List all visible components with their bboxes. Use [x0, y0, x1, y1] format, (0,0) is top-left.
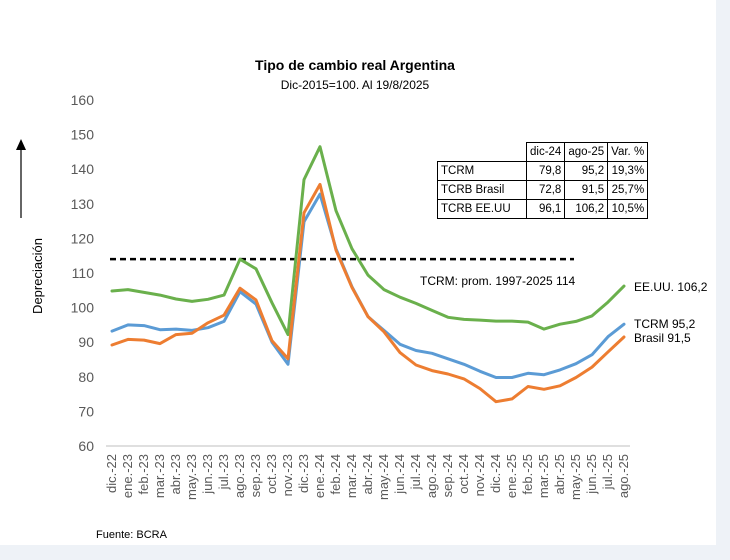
table-cell: 96,1	[525, 199, 566, 219]
table-cell: 79,8	[525, 161, 566, 181]
x-tick-label: mar.-23	[152, 454, 167, 498]
x-tick-label: dic.-24	[488, 454, 503, 493]
series-end-label: Brasil 91,5	[634, 331, 691, 345]
x-tick-label: ene.-23	[120, 454, 135, 498]
x-tick-label: feb.-24	[328, 454, 343, 494]
x-tick-label: jun.-25	[584, 454, 599, 495]
y-tick-label: 130	[71, 196, 95, 212]
table-cell: TCRM	[437, 161, 527, 181]
x-tick-label: ene.-25	[504, 454, 519, 498]
x-tick-label: may.-23	[184, 454, 199, 500]
x-tick-label: mar.-24	[344, 454, 359, 498]
x-tick-label: abr.-23	[168, 454, 183, 494]
y-tick-label: 140	[71, 161, 95, 177]
table-row: TCRB Brasil 72,8 91,5 25,7%	[437, 180, 649, 200]
table-row: TCRB EE.UU 96,1 106,2 10,5%	[437, 199, 649, 219]
y-axis-arrow-head	[16, 139, 26, 150]
series-end-label: EE.UU. 106,2	[634, 280, 708, 294]
x-tick-label: sep.-23	[248, 454, 263, 497]
series-line-brasil	[110, 182, 626, 404]
y-tick-label: 90	[78, 334, 94, 350]
x-tick-label: sep.-24	[440, 454, 455, 497]
x-tick-label: abr.-24	[360, 454, 375, 494]
x-tick-label: jun.-23	[200, 454, 215, 495]
series-end-label: TCRM 95,2	[634, 317, 696, 331]
table-header-cell: ago-25	[564, 142, 609, 162]
chart-subtitle: Dic-2015=100. Al 19/8/2025	[280, 78, 430, 92]
table-cell: 91,5	[564, 180, 609, 200]
y-tick-label: 100	[71, 300, 95, 316]
x-tick-label: may.-25	[568, 454, 583, 500]
x-tick-label: feb.-25	[520, 454, 535, 494]
chart-title: Tipo de cambio real Argentina	[255, 57, 455, 73]
y-tick-label: 120	[71, 230, 95, 246]
x-tick-label: mar.-25	[536, 454, 551, 498]
table-cell: 25,7%	[607, 180, 649, 200]
table-cell: 19,3%	[607, 161, 649, 181]
x-tick-label: dic.-23	[296, 454, 311, 493]
table-cell: 106,2	[564, 199, 609, 219]
x-tick-label: jul.-23	[216, 454, 231, 490]
x-tick-label: may.-24	[376, 454, 391, 500]
x-tick-label: ago.-24	[424, 454, 439, 498]
table-header-cell	[437, 142, 527, 162]
x-tick-label: jun.-24	[392, 454, 407, 495]
table-row: TCRM 79,8 95,2 19,3%	[437, 161, 649, 181]
x-tick-label: feb.-23	[136, 454, 151, 494]
x-tick-label: ago.-25	[616, 454, 631, 498]
table-cell: TCRB EE.UU	[437, 199, 527, 219]
average-line-label: TCRM: prom. 1997-2025 114	[420, 274, 576, 288]
x-tick-label: oct.-23	[264, 454, 279, 494]
series-line-eeuu	[110, 145, 626, 337]
source-note: Fuente: BCRA	[96, 529, 167, 541]
table-cell: 10,5%	[607, 199, 649, 219]
y-axis-label: Depreciación	[30, 238, 45, 314]
table-cell: 95,2	[564, 161, 609, 181]
chart-card	[0, 0, 716, 545]
y-tick-label: 160	[71, 92, 95, 108]
x-tick-label: jul.-24	[408, 454, 423, 490]
table-header-cell: dic-24	[525, 142, 566, 162]
table-cell: 72,8	[525, 180, 566, 200]
x-tick-label: oct.-24	[456, 454, 471, 494]
x-tick-label: ene.-24	[312, 454, 327, 498]
x-tick-label: abr.-25	[552, 454, 567, 494]
y-tick-label: 150	[71, 127, 95, 143]
y-tick-label: 70	[78, 403, 94, 419]
x-tick-label: jul.-25	[600, 454, 615, 490]
table-header-row: dic-24 ago-25 Var. %	[437, 142, 649, 162]
y-tick-label: 110	[72, 265, 95, 281]
x-tick-label: ago.-23	[232, 454, 247, 498]
y-tick-label: 60	[78, 438, 94, 454]
variation-table: dic-24 ago-25 Var. % TCRM 79,8 95,2 19,3…	[437, 142, 649, 219]
x-tick-label: nov.-24	[472, 454, 487, 496]
x-tick-label: dic.-22	[104, 454, 119, 493]
x-tick-label: nov.-23	[280, 454, 295, 496]
y-tick-label: 80	[78, 369, 94, 385]
table-cell: TCRB Brasil	[437, 180, 527, 200]
table-header-cell: Var. %	[607, 142, 649, 162]
